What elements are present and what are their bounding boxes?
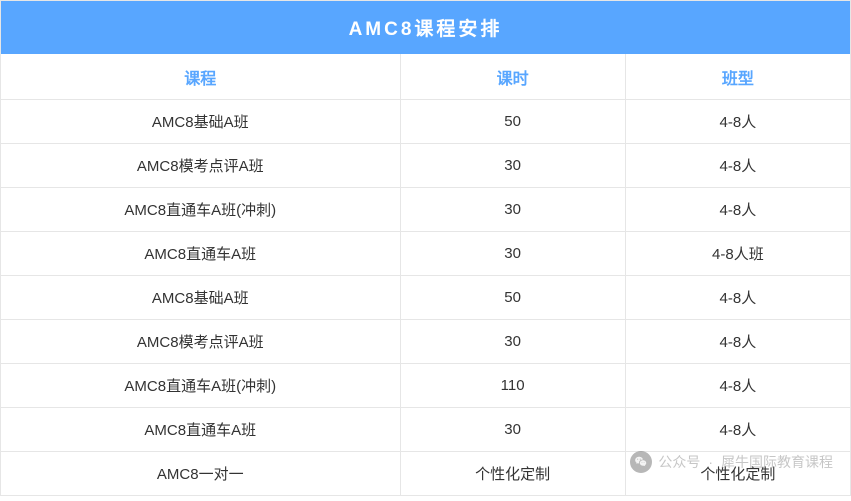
cell-class-type: 4-8人 [626,320,851,364]
cell-hours: 30 [401,408,626,452]
cell-class-type: 4-8人 [626,276,851,320]
cell-hours: 30 [401,188,626,232]
cell-hours: 个性化定制 [401,452,626,496]
table-row: AMC8模考点评A班 30 4-8人 [1,320,851,364]
cell-hours: 110 [401,364,626,408]
col-header-class-type: 班型 [626,54,851,100]
cell-class-type: 4-8人 [626,188,851,232]
table-header-row: 课程 课时 班型 [1,54,851,100]
cell-hours: 30 [401,232,626,276]
cell-class-type: 4-8人 [626,364,851,408]
cell-course: AMC8基础A班 [1,276,401,320]
cell-hours: 50 [401,100,626,144]
cell-class-type: 4-8人班 [626,232,851,276]
cell-course: AMC8直通车A班(冲刺) [1,364,401,408]
cell-course: AMC8直通车A班(冲刺) [1,188,401,232]
cell-course: AMC8模考点评A班 [1,144,401,188]
cell-hours: 50 [401,276,626,320]
table-row: AMC8模考点评A班 30 4-8人 [1,144,851,188]
table-row: AMC8直通车A班 30 4-8人 [1,408,851,452]
watermark-name: 犀牛国际教育课程 [721,452,833,472]
cell-course: AMC8直通车A班 [1,408,401,452]
cell-course: AMC8基础A班 [1,100,401,144]
table-row: AMC8基础A班 50 4-8人 [1,276,851,320]
col-header-course: 课程 [1,54,401,100]
table-row: AMC8基础A班 50 4-8人 [1,100,851,144]
cell-course: AMC8模考点评A班 [1,320,401,364]
cell-hours: 30 [401,144,626,188]
cell-class-type: 4-8人 [626,144,851,188]
watermark: 公众号 · 犀牛国际教育课程 [630,451,833,473]
course-table: AMC8课程安排 课程 课时 班型 AMC8基础A班 50 4-8人 AMC8模… [0,0,851,496]
wechat-icon [630,451,652,473]
col-header-hours: 课时 [401,54,626,100]
cell-course: AMC8一对一 [1,452,401,496]
table-row: AMC8直通车A班(冲刺) 30 4-8人 [1,188,851,232]
cell-class-type: 4-8人 [626,408,851,452]
table-title: AMC8课程安排 [1,1,851,54]
table-row: AMC8直通车A班(冲刺) 110 4-8人 [1,364,851,408]
watermark-separator: · [708,454,713,470]
cell-class-type: 4-8人 [626,100,851,144]
watermark-prefix: 公众号 [658,452,700,472]
table-row: AMC8直通车A班 30 4-8人班 [1,232,851,276]
cell-course: AMC8直通车A班 [1,232,401,276]
cell-hours: 30 [401,320,626,364]
